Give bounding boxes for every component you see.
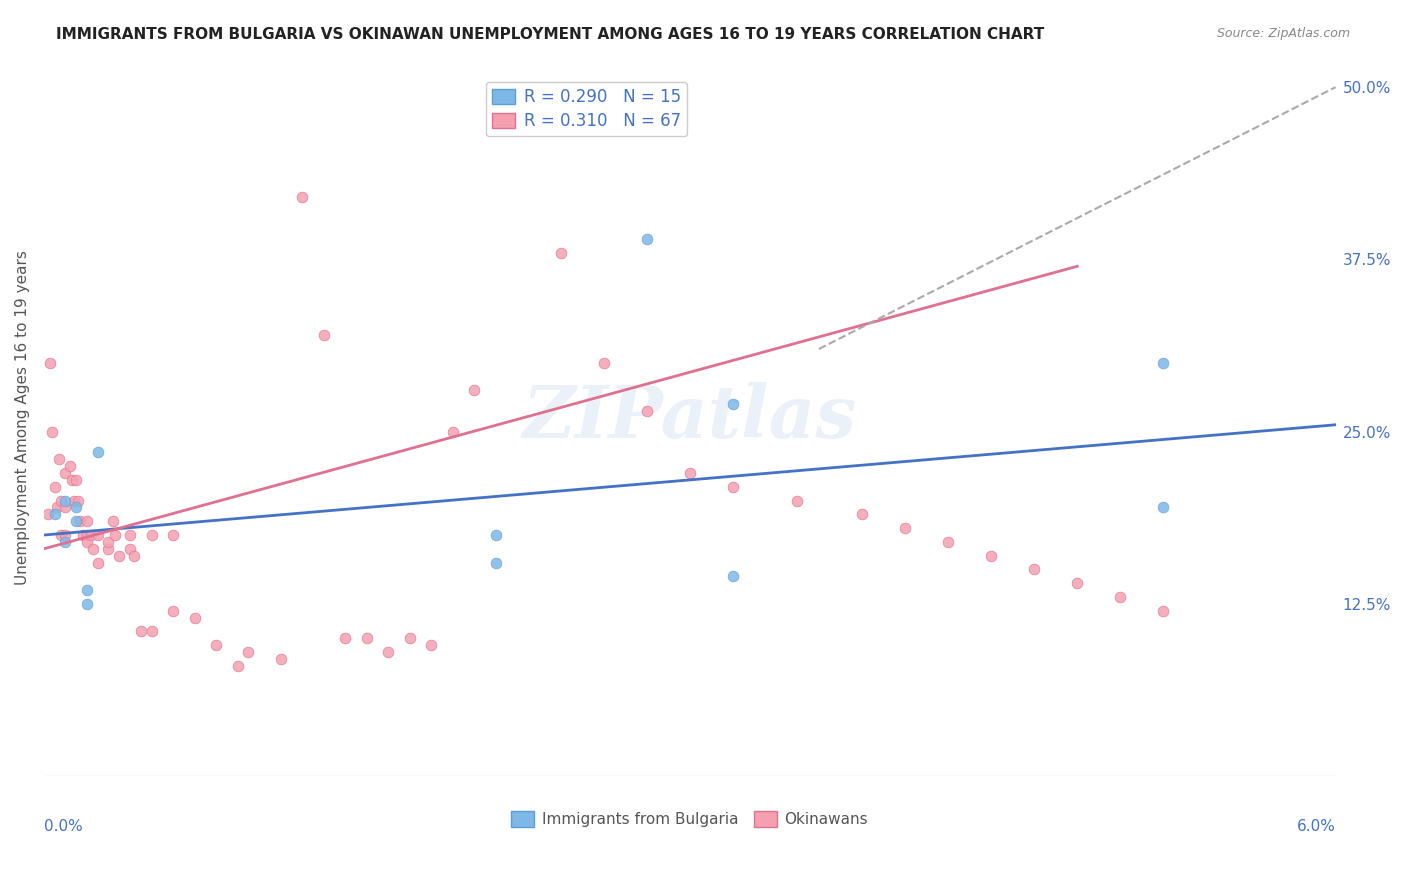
Point (463, 384, 485, 398)
Point (1109, 590, 1132, 604)
Point (101, 514, 124, 528)
Point (550, 245, 572, 260)
Point (1066, 576, 1088, 591)
Point (141, 624, 163, 639)
Point (636, 232, 658, 246)
Text: Source: ZipAtlas.com: Source: ZipAtlas.com (1216, 27, 1350, 40)
Point (67, 493, 90, 508)
Point (592, 356, 614, 370)
Point (69, 514, 91, 528)
Point (485, 556, 508, 570)
Point (129, 624, 152, 639)
Point (37, 508, 59, 522)
Point (162, 604, 184, 618)
Point (97, 535, 120, 549)
Point (420, 638, 443, 652)
Point (124, 549, 146, 563)
Point (76, 597, 98, 611)
Text: 0.0%: 0.0% (44, 819, 83, 834)
Point (55, 493, 77, 508)
Point (60, 473, 83, 487)
Point (356, 632, 378, 646)
Point (441, 425, 464, 439)
Text: 6.0%: 6.0% (1296, 819, 1336, 834)
Point (80, 528, 103, 542)
Legend: Immigrants from Bulgaria, Okinawans: Immigrants from Bulgaria, Okinawans (505, 805, 875, 833)
Point (39, 356, 62, 370)
Point (205, 638, 228, 652)
Point (291, 190, 314, 204)
Point (399, 632, 422, 646)
Point (1152, 500, 1174, 515)
Point (86, 445, 108, 459)
Point (238, 645, 260, 659)
Point (104, 528, 127, 542)
Point (59, 459, 82, 474)
Point (41, 425, 63, 439)
Y-axis label: Unemployment Among Ages 16 to 19 years: Unemployment Among Ages 16 to 19 years (15, 251, 30, 585)
Text: ZIPatlas: ZIPatlas (523, 383, 856, 453)
Point (335, 632, 357, 646)
Point (45, 500, 67, 515)
Point (55, 500, 77, 515)
Point (270, 652, 292, 666)
Point (851, 508, 873, 522)
Point (65, 514, 87, 528)
Text: IMMIGRANTS FROM BULGARIA VS OKINAWAN UNEMPLOYMENT AMONG AGES 16 TO 19 YEARS CORR: IMMIGRANTS FROM BULGARIA VS OKINAWAN UNE… (56, 27, 1045, 42)
Point (86, 528, 108, 542)
Point (76, 528, 98, 542)
Point (1152, 356, 1174, 370)
Point (485, 528, 508, 542)
Point (162, 528, 184, 542)
Point (721, 569, 744, 583)
Point (894, 521, 917, 535)
Point (183, 611, 205, 625)
Point (44, 480, 66, 494)
Point (86, 556, 108, 570)
Point (63, 493, 86, 508)
Point (1024, 562, 1046, 576)
Point (82, 541, 104, 556)
Point (65, 500, 87, 515)
Point (97, 541, 120, 556)
Point (786, 493, 808, 508)
Point (980, 549, 1002, 563)
Point (377, 645, 399, 659)
Point (72, 528, 94, 542)
Point (49, 493, 72, 508)
Point (55, 535, 77, 549)
Point (936, 535, 959, 549)
Point (108, 549, 131, 563)
Point (636, 404, 658, 418)
Point (65, 473, 87, 487)
Point (76, 535, 98, 549)
Point (76, 514, 98, 528)
Point (44, 508, 66, 522)
Point (55, 466, 77, 480)
Point (721, 397, 744, 411)
Point (312, 328, 335, 343)
Point (1152, 604, 1174, 618)
Point (118, 528, 141, 542)
Point (141, 528, 163, 542)
Point (49, 528, 72, 542)
Point (118, 541, 141, 556)
Point (76, 583, 98, 598)
Point (679, 466, 702, 480)
Point (721, 480, 744, 494)
Point (226, 659, 249, 673)
Point (506, 121, 529, 136)
Point (48, 452, 70, 467)
Point (55, 528, 77, 542)
